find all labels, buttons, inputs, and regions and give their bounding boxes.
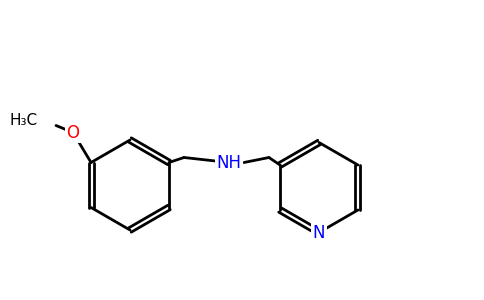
Text: H₃C: H₃C [10, 113, 38, 128]
Text: N: N [313, 224, 325, 242]
Text: NH: NH [216, 154, 242, 172]
Text: O: O [66, 124, 79, 142]
